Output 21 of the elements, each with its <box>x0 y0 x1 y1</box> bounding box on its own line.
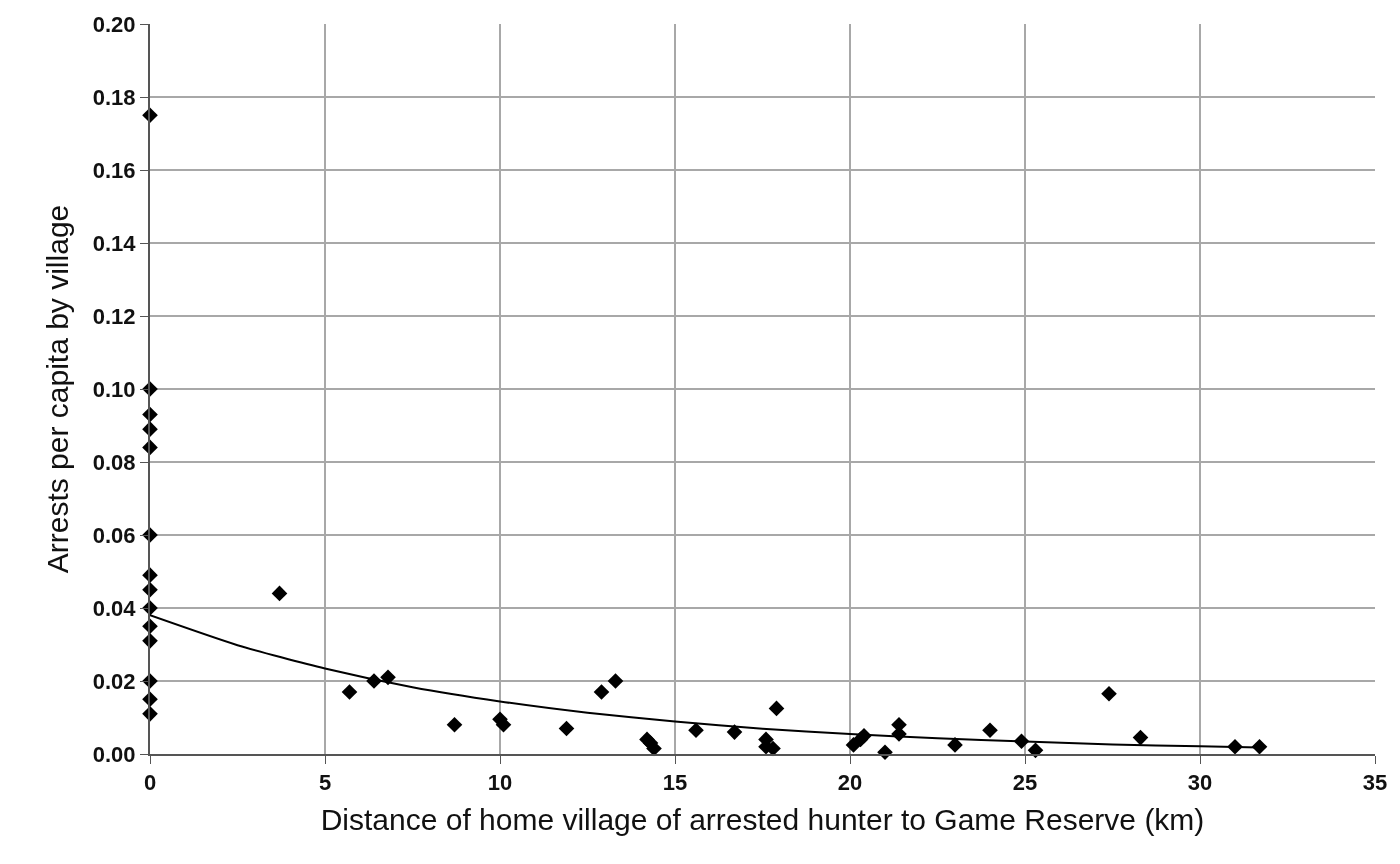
x-tick-label: 0 <box>143 770 157 796</box>
y-tick-label: 0.08 <box>92 449 136 475</box>
x-tick-label: 35 <box>1362 770 1388 796</box>
y-tick-label: 0.06 <box>92 522 136 548</box>
x-axis-title: Distance of home village of arrested hunter to Game Reserve (km) <box>320 803 1205 837</box>
x-tick-label: 15 <box>662 770 688 796</box>
x-tick-label: 20 <box>837 770 863 796</box>
x-tick-label: 30 <box>1187 770 1213 796</box>
y-tick-label: 0.12 <box>92 303 136 329</box>
y-tick-label: 0.00 <box>92 741 136 767</box>
y-axis-title: Arrests per capita by village <box>41 204 75 574</box>
x-tick-label: 25 <box>1012 770 1038 796</box>
y-tick-label: 0.10 <box>92 376 136 402</box>
y-tick-label: 0.16 <box>92 157 136 183</box>
x-tick-label: 5 <box>318 770 332 796</box>
x-tick-label: 10 <box>487 770 513 796</box>
y-tick-label: 0.14 <box>92 230 137 256</box>
y-tick-label: 0.18 <box>92 84 136 110</box>
y-tick-label: 0.20 <box>92 11 136 37</box>
y-tick-label: 0.04 <box>92 595 137 621</box>
y-tick-label: 0.02 <box>92 668 136 694</box>
